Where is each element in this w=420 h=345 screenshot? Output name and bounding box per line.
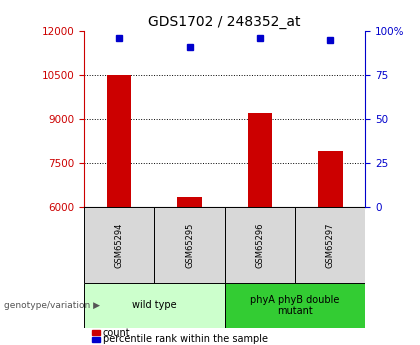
Bar [177, 197, 202, 207]
Bar [84, 283, 225, 328]
Bar [225, 283, 365, 328]
Text: GSM65296: GSM65296 [255, 222, 264, 268]
Text: percentile rank within the sample: percentile rank within the sample [103, 335, 268, 344]
Text: GSM65294: GSM65294 [115, 222, 123, 268]
Bar [247, 113, 272, 207]
Bar [318, 151, 343, 207]
Bar [107, 75, 131, 207]
Bar [225, 207, 295, 283]
Text: phyA phyB double
mutant: phyA phyB double mutant [250, 295, 340, 316]
Bar [295, 207, 365, 283]
Text: GSM65297: GSM65297 [326, 222, 335, 268]
Text: genotype/variation ▶: genotype/variation ▶ [4, 301, 100, 310]
Title: GDS1702 / 248352_at: GDS1702 / 248352_at [148, 14, 301, 29]
Text: GSM65295: GSM65295 [185, 222, 194, 268]
Text: wild type: wild type [132, 300, 177, 310]
Bar [155, 207, 225, 283]
Text: count: count [103, 328, 131, 338]
Bar [84, 207, 155, 283]
